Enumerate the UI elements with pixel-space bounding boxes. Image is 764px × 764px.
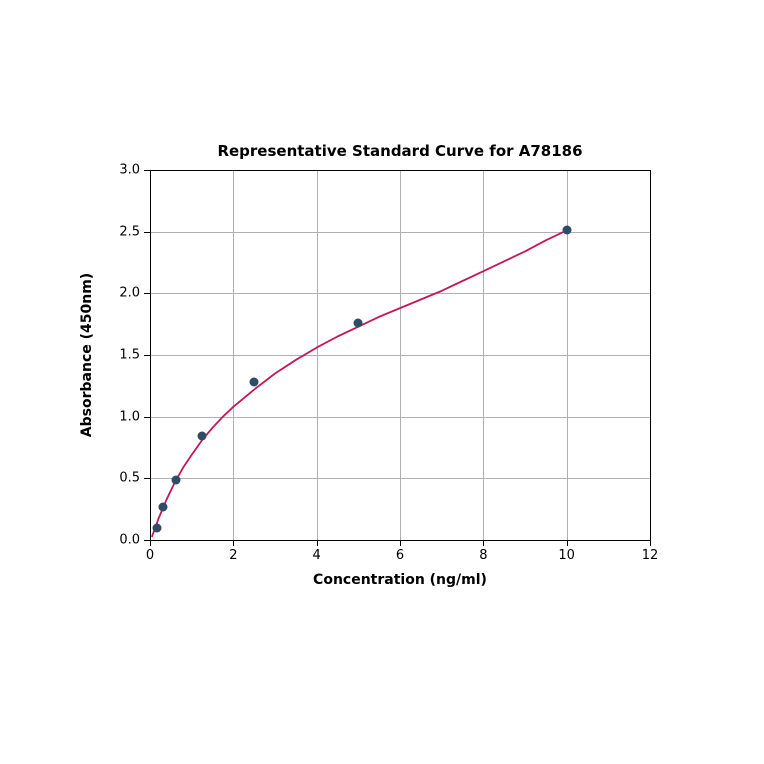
data-point bbox=[354, 318, 363, 327]
data-point bbox=[159, 502, 168, 511]
x-axis-label: Concentration (ng/ml) bbox=[313, 572, 487, 588]
data-point bbox=[562, 226, 571, 235]
data-point bbox=[172, 475, 181, 484]
data-point bbox=[152, 523, 161, 532]
y-axis-label: Absorbance (450nm) bbox=[79, 273, 95, 437]
data-point bbox=[250, 378, 259, 387]
fit-curve bbox=[0, 0, 764, 764]
data-point bbox=[198, 432, 207, 441]
chart-title: Representative Standard Curve for A78186 bbox=[217, 142, 582, 160]
